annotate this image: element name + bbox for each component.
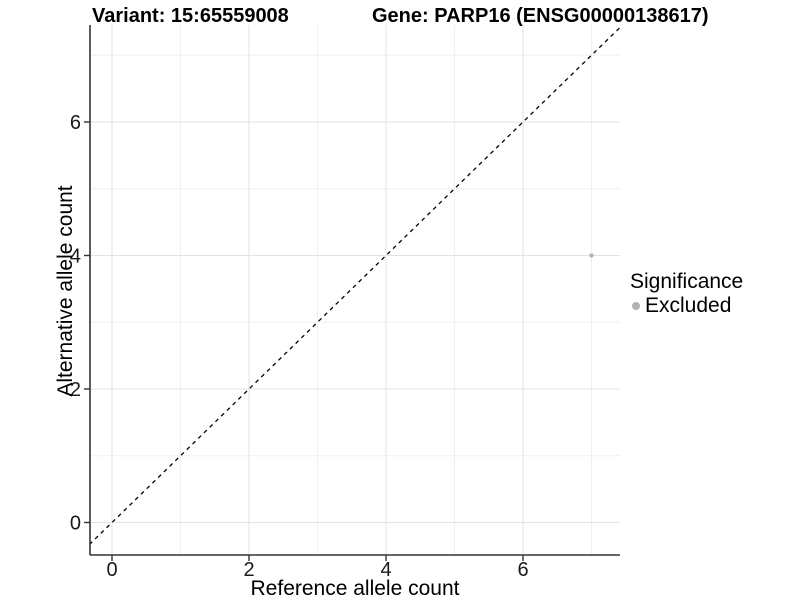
y-tick-label: 4: [70, 246, 81, 268]
y-axis-title: Alternative allele count: [54, 185, 77, 397]
data-point-excluded: [589, 253, 594, 258]
y-tick-label: 6: [70, 112, 81, 134]
x-tick-label: 2: [243, 559, 254, 581]
x-tick-label: 6: [517, 559, 528, 581]
y-tick-label: 0: [70, 513, 81, 535]
x-tick-label: 4: [380, 559, 391, 581]
x-axis-title: Reference allele count: [250, 577, 460, 600]
legend-item-label: Excluded: [645, 294, 732, 317]
legend: Significance Excluded: [630, 270, 743, 318]
variant-title: Variant: 15:65559008: [92, 5, 289, 27]
identity-reference-line: [88, 26, 621, 545]
y-tick-label: 2: [70, 379, 81, 401]
excluded-point-icon: [632, 302, 640, 310]
legend-item-excluded: Excluded: [630, 294, 743, 318]
gene-title: Gene: PARP16 (ENSG00000138617): [372, 5, 709, 27]
x-tick-label: 0: [106, 559, 117, 581]
legend-title: Significance: [630, 270, 744, 293]
